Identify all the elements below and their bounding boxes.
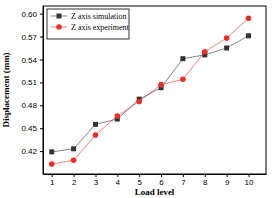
y-tick: 0.45 <box>21 124 43 133</box>
series-marker <box>49 161 55 167</box>
y-tick-label: 0.60 <box>21 10 37 19</box>
x-tick-label: 9 <box>225 178 230 187</box>
series-marker <box>224 46 229 51</box>
x-tick-label: 4 <box>116 178 121 187</box>
series-marker <box>93 122 98 127</box>
plot-frame <box>43 6 266 174</box>
y-tick-mark <box>40 151 43 152</box>
x-tick-label: 5 <box>137 178 142 187</box>
y-tick-label: 0.51 <box>21 78 37 87</box>
y-tick-label: 0.57 <box>21 33 37 42</box>
series-marker <box>246 15 252 21</box>
x-tick: 5 <box>137 174 142 187</box>
x-tick-mark <box>161 174 162 177</box>
series-marker <box>71 146 76 151</box>
y-tick: 0.60 <box>21 10 43 19</box>
x-tick-mark <box>205 174 206 177</box>
x-tick-mark <box>95 174 96 177</box>
legend-marker <box>57 14 62 19</box>
series-marker <box>180 56 185 61</box>
x-tick-mark <box>183 174 184 177</box>
x-tick-mark <box>117 174 118 177</box>
legend-marker <box>56 24 62 30</box>
series-marker <box>180 77 186 83</box>
y-tick-label: 0.54 <box>21 56 37 65</box>
series-marker <box>71 157 77 163</box>
x-axis: 1 2 3 4 5 6 7 8 9 10 <box>44 174 267 187</box>
x-tick-label: 2 <box>72 178 77 187</box>
x-tick-label: 7 <box>181 178 186 187</box>
x-tick-mark <box>52 174 53 177</box>
legend-label: Z axis simulation <box>71 12 127 21</box>
series-line <box>52 36 249 152</box>
series-marker <box>202 49 208 55</box>
x-axis-title: Load level <box>135 187 175 197</box>
x-tick: 6 <box>159 174 164 187</box>
x-tick: 2 <box>72 174 77 187</box>
y-tick-label: 0.45 <box>21 124 37 133</box>
y-tick: 0.57 <box>21 33 43 42</box>
series-marker <box>224 35 230 41</box>
series-marker <box>158 82 164 88</box>
x-tick-label: 6 <box>159 178 164 187</box>
legend-box <box>47 9 129 39</box>
x-tick-label: 1 <box>50 178 55 187</box>
y-tick-label: 0.42 <box>21 147 37 156</box>
legend: Z axis simulation Z axis experiment <box>47 9 130 39</box>
series-marker <box>136 99 142 105</box>
y-tick: 0.42 <box>21 147 43 156</box>
y-tick: 0.48 <box>21 101 43 110</box>
series-marker <box>49 149 54 154</box>
x-tick: 3 <box>94 174 99 187</box>
x-tick-mark <box>74 174 75 177</box>
x-tick: 1 <box>50 174 55 187</box>
plot: 1 2 3 4 5 6 7 8 9 10 0.42 0.45 0.48 0.51 0.54 0.57 0.60 Z… <box>21 6 266 187</box>
x-tick-mark <box>139 174 140 177</box>
x-tick-label: 10 <box>245 178 254 187</box>
y-axis-line <box>43 7 44 175</box>
y-tick-mark <box>40 37 43 38</box>
series-marker <box>93 132 99 138</box>
y-tick: 0.54 <box>21 56 43 65</box>
y-tick-label: 0.48 <box>21 101 37 110</box>
x-tick-label: 8 <box>203 178 208 187</box>
y-tick-mark <box>40 59 43 60</box>
series-line <box>52 18 249 164</box>
y-axis: 0.42 0.45 0.48 0.51 0.54 0.57 0.60 <box>21 7 43 175</box>
x-tick: 7 <box>181 174 186 187</box>
x-tick-label: 3 <box>94 178 99 187</box>
y-tick-mark <box>40 105 43 106</box>
y-tick-mark <box>40 128 43 129</box>
series-marker <box>115 113 121 119</box>
x-axis-line <box>44 174 267 175</box>
y-axis-title: Displacement (mm) <box>1 52 11 127</box>
x-tick: 10 <box>245 174 254 187</box>
x-tick: 4 <box>116 174 121 187</box>
x-tick-mark <box>227 174 228 177</box>
y-tick: 0.51 <box>21 78 43 87</box>
y-tick-mark <box>40 14 43 15</box>
x-tick: 9 <box>225 174 230 187</box>
legend-label: Z axis experiment <box>71 23 130 32</box>
x-tick: 8 <box>203 174 208 187</box>
x-tick-mark <box>249 174 250 177</box>
y-tick-mark <box>40 82 43 83</box>
series-marker <box>246 33 251 38</box>
chart: 1 2 3 4 5 6 7 8 9 10 0.42 0.45 0.48 0.51 0.54 0.57 0.60 Z… <box>0 0 275 198</box>
